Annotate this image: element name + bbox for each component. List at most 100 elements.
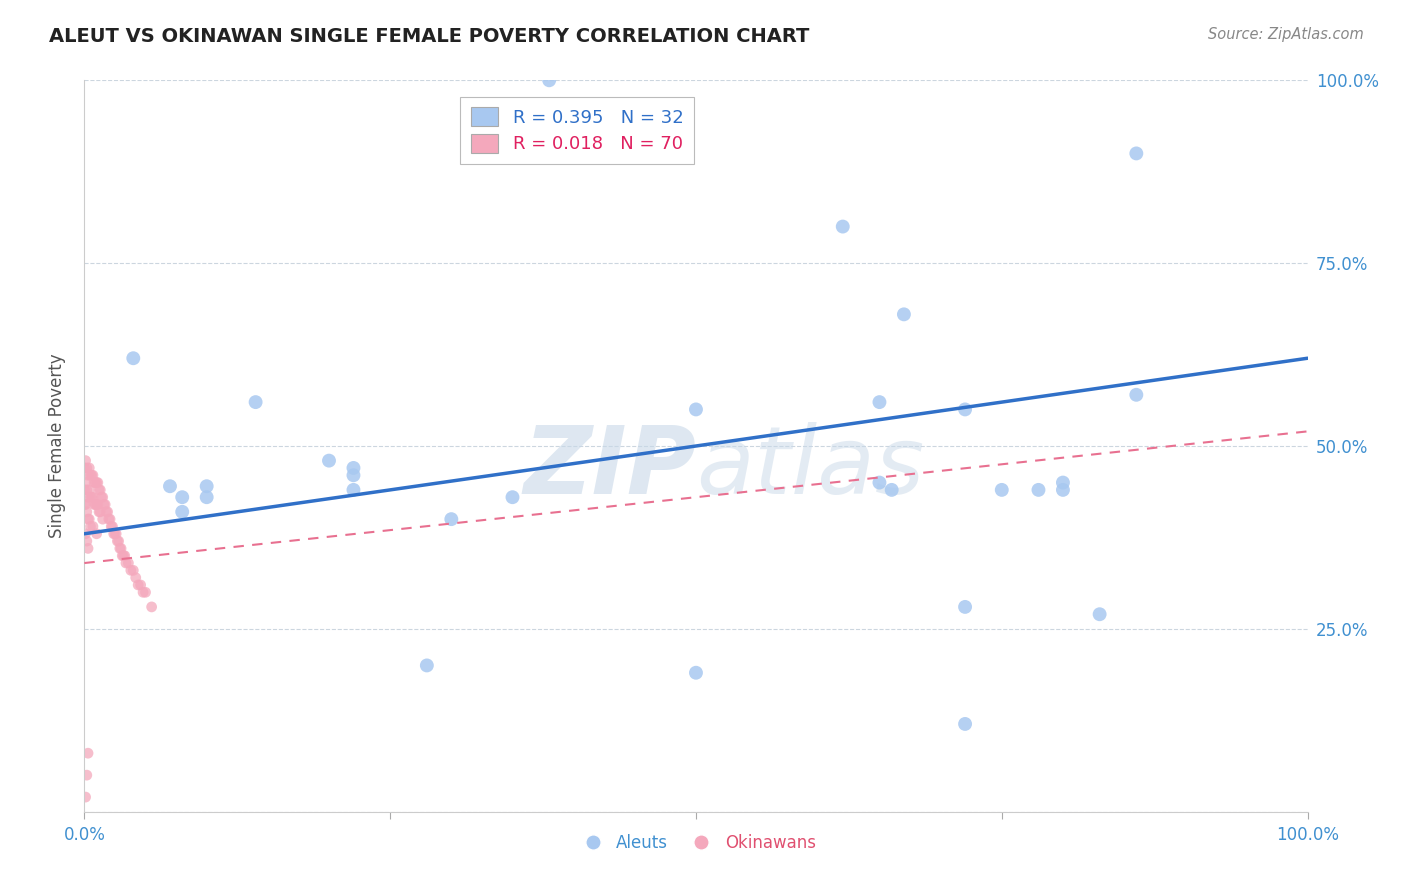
Point <box>141 599 163 614</box>
Point <box>869 475 891 490</box>
Point <box>84 475 107 490</box>
Point <box>98 512 121 526</box>
Point <box>93 498 115 512</box>
Point <box>416 658 439 673</box>
Point <box>135 585 157 599</box>
Point <box>90 490 112 504</box>
Point <box>84 498 107 512</box>
Point <box>831 219 853 234</box>
Point <box>91 490 114 504</box>
Point <box>245 395 267 409</box>
Point <box>86 475 108 490</box>
Point <box>87 505 110 519</box>
Point <box>108 541 131 556</box>
Point <box>318 453 340 467</box>
Point <box>73 461 96 475</box>
Point <box>103 526 125 541</box>
Point <box>79 468 101 483</box>
Point <box>77 461 100 475</box>
Point <box>75 453 97 467</box>
Text: Source: ZipAtlas.com: Source: ZipAtlas.com <box>1208 27 1364 42</box>
Point <box>87 475 110 490</box>
Point <box>127 578 149 592</box>
Legend: Aleuts, Okinawans: Aleuts, Okinawans <box>569 827 823 858</box>
Point <box>82 519 104 533</box>
Point <box>502 490 524 504</box>
Point <box>195 490 218 504</box>
Point <box>104 526 127 541</box>
Point <box>86 526 108 541</box>
Point <box>111 549 134 563</box>
Point <box>91 512 114 526</box>
Point <box>86 498 108 512</box>
Point <box>110 541 132 556</box>
Point <box>685 402 707 417</box>
Point <box>89 483 111 497</box>
Point <box>125 571 148 585</box>
Point <box>76 534 98 549</box>
Point <box>87 483 110 497</box>
Point <box>82 490 104 504</box>
Point <box>83 475 105 490</box>
Point <box>869 395 891 409</box>
Point <box>172 505 194 519</box>
Point <box>538 73 561 87</box>
Point <box>112 549 135 563</box>
Point <box>83 498 105 512</box>
Point <box>75 790 97 805</box>
Point <box>87 498 110 512</box>
Point <box>76 505 98 519</box>
Point <box>77 468 100 483</box>
Point <box>880 483 903 497</box>
Text: atlas: atlas <box>696 423 924 514</box>
Point <box>117 556 139 570</box>
Point <box>77 512 100 526</box>
Point <box>114 549 136 563</box>
Point <box>97 512 120 526</box>
Point <box>159 479 181 493</box>
Point <box>80 468 103 483</box>
Point <box>122 351 145 366</box>
Point <box>77 512 100 526</box>
Point <box>115 556 138 570</box>
Point <box>73 483 96 497</box>
Point <box>75 498 97 512</box>
Point <box>440 512 463 526</box>
Point <box>73 498 96 512</box>
Point <box>1125 388 1147 402</box>
Point <box>96 505 118 519</box>
Point <box>75 475 97 490</box>
Point <box>342 461 364 475</box>
Point <box>893 307 915 321</box>
Point <box>105 534 128 549</box>
Point <box>107 534 129 549</box>
Point <box>685 665 707 680</box>
Point <box>132 585 155 599</box>
Point <box>94 498 117 512</box>
Point <box>76 768 98 782</box>
Point <box>172 490 194 504</box>
Point <box>77 541 100 556</box>
Point <box>129 578 152 592</box>
Point <box>77 746 100 760</box>
Point <box>953 599 976 614</box>
Point <box>195 479 218 493</box>
Point <box>77 490 100 504</box>
Point <box>991 483 1014 497</box>
Point <box>1088 607 1111 622</box>
Point <box>79 519 101 533</box>
Point <box>82 468 104 483</box>
Point <box>80 490 103 504</box>
Point <box>953 717 976 731</box>
Point <box>1125 146 1147 161</box>
Text: ZIP: ZIP <box>523 422 696 514</box>
Point <box>79 490 101 504</box>
Point <box>76 483 98 497</box>
Point <box>101 519 124 533</box>
Point <box>1052 475 1074 490</box>
Point <box>105 526 128 541</box>
Y-axis label: Single Female Poverty: Single Female Poverty <box>48 354 66 538</box>
Point <box>100 519 122 533</box>
Point <box>120 563 142 577</box>
Point <box>76 461 98 475</box>
